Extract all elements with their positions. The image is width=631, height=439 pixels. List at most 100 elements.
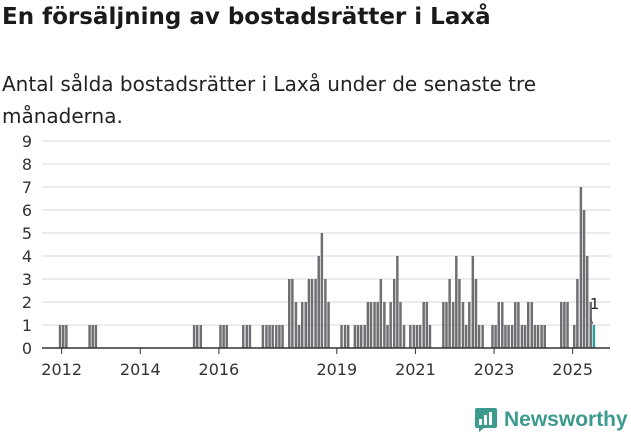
bar — [458, 279, 461, 348]
x-tick-label: 2016 — [199, 360, 240, 379]
bar — [242, 325, 245, 348]
bar — [409, 325, 412, 348]
bar — [327, 302, 330, 348]
bar — [510, 325, 514, 348]
x-tick-label: 2019 — [316, 360, 357, 379]
bar — [566, 302, 569, 348]
y-tick-label: 3 — [22, 270, 32, 289]
bar — [366, 302, 370, 348]
bar — [278, 325, 281, 348]
bar — [369, 302, 373, 348]
brand-name: Newsworthy — [504, 408, 628, 431]
bar — [275, 325, 278, 348]
bar — [196, 325, 199, 348]
x-tick-label: 2021 — [395, 360, 436, 379]
bar — [464, 325, 468, 348]
bar-latest — [592, 325, 596, 348]
bar — [297, 325, 301, 348]
x-tick-label: 2014 — [120, 360, 161, 379]
bar — [192, 325, 196, 348]
y-tick-label: 2 — [22, 293, 32, 312]
bar — [300, 302, 304, 348]
bar — [448, 279, 451, 348]
chart-subtitle: Antal sålda bostadsrätter i Laxå under d… — [2, 72, 537, 128]
bar — [422, 302, 425, 348]
bar — [501, 302, 504, 348]
bar — [317, 256, 320, 348]
bar — [58, 325, 62, 348]
bar — [543, 325, 546, 348]
bar — [379, 279, 383, 348]
bar — [359, 325, 363, 348]
bar — [291, 279, 294, 348]
bar — [261, 325, 265, 348]
bar — [324, 279, 327, 348]
bar — [517, 302, 520, 348]
bar — [540, 325, 543, 348]
bar — [343, 325, 347, 348]
bar — [536, 325, 540, 348]
y-tick-label: 1 — [22, 316, 32, 335]
bar — [468, 302, 471, 348]
bar — [294, 302, 298, 348]
bar — [314, 279, 317, 348]
bar-chart: 0 1 2 3 4 5 6 7 8 9 2012 2014 2016 2019 2021 2023 2025 1 — [22, 132, 610, 379]
bar — [523, 325, 527, 348]
bar — [442, 302, 445, 348]
bar — [507, 325, 510, 348]
bar — [288, 279, 291, 348]
bar — [560, 302, 563, 348]
bar — [268, 325, 271, 348]
bar — [304, 302, 307, 348]
bar — [563, 302, 566, 348]
bar — [491, 325, 494, 348]
bar — [61, 325, 65, 348]
bar — [579, 187, 583, 348]
bar — [88, 325, 91, 348]
bar — [504, 325, 507, 348]
x-tick-label: 2023 — [474, 360, 515, 379]
bar — [477, 325, 481, 348]
y-tick-label: 8 — [22, 155, 32, 174]
bar — [533, 325, 537, 348]
bar — [386, 325, 389, 348]
bar — [340, 325, 343, 348]
bar — [219, 325, 222, 348]
y-tick-label: 6 — [22, 201, 32, 220]
bar — [307, 279, 311, 348]
bar — [418, 325, 422, 348]
bar — [415, 325, 419, 348]
bar — [389, 302, 392, 348]
bar — [481, 325, 484, 348]
bar — [65, 325, 68, 348]
bar — [514, 302, 517, 348]
y-tick-label: 9 — [22, 132, 32, 151]
bar — [199, 325, 203, 348]
chart-title: En försäljning av bostadsrätter i Laxå — [2, 4, 491, 30]
bar — [589, 302, 592, 348]
bar — [396, 256, 399, 348]
bar — [445, 302, 448, 348]
bar — [363, 325, 366, 348]
bar — [497, 302, 500, 348]
bar — [225, 325, 228, 348]
bar — [399, 302, 402, 348]
x-tick-label: 2025 — [552, 360, 593, 379]
bar — [530, 302, 534, 348]
bar — [451, 302, 455, 348]
bar — [353, 325, 357, 348]
bar — [582, 210, 586, 348]
bar — [412, 325, 416, 348]
bar — [245, 325, 249, 348]
bar — [222, 325, 225, 348]
bar — [91, 325, 94, 348]
bar — [576, 279, 579, 348]
bar — [455, 256, 458, 348]
x-tick-label: 2012 — [41, 360, 82, 379]
y-tick-label: 5 — [22, 224, 32, 243]
bar — [402, 325, 406, 348]
bar — [373, 302, 376, 348]
bar — [376, 302, 379, 348]
bar — [585, 256, 589, 348]
y-tick-label: 4 — [22, 247, 32, 266]
